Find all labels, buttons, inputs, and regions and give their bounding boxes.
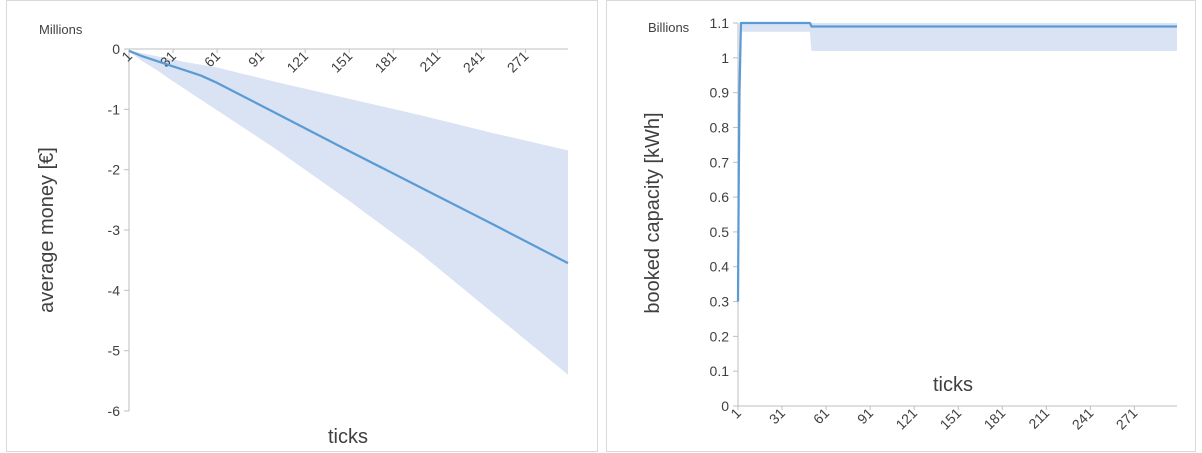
capacity-chart-svg: 0 0.1 0.2 0.3 0.4 0.5 0.6 0.7 0.8 0.9 1 1.1 1 31 61 91 1…: [642, 15, 1177, 433]
units-label: Billions: [648, 20, 690, 35]
x-tick-label: 91: [854, 405, 876, 427]
x-tick-label: 91: [245, 48, 267, 70]
chart-panel-capacity: 0 0.1 0.2 0.3 0.4 0.5 0.6 0.7 0.8 0.9 1 1.1 1 31 61 91 1…: [606, 0, 1196, 452]
y-axis-title: average money [€]: [36, 147, 58, 313]
x-tick-label: 181: [981, 405, 1009, 433]
y-tick-label: 0.5: [710, 224, 730, 240]
y-tick-label: 0.8: [710, 119, 730, 135]
y-tick-label: 0.6: [710, 189, 730, 205]
y-tick-label: 0.3: [710, 294, 730, 310]
money-chart-svg: 0-1-2-3-4-5-61 31 61 91 121 151 181 211 241 271Mi…: [36, 22, 569, 448]
y-tick-label: -3: [108, 222, 121, 238]
x-tick-label: 1: [118, 48, 135, 65]
x-tick-label: 271: [1113, 405, 1141, 433]
y-tick-label: 1: [721, 50, 729, 66]
x-tick-label: 211: [1025, 405, 1052, 432]
y-tick-label: 0.4: [710, 259, 730, 275]
x-tick-label: 121: [283, 48, 311, 76]
y-tick-label: 0.7: [710, 154, 730, 170]
x-axis-title: ticks: [933, 374, 973, 396]
x-tick-label: 151: [937, 405, 965, 433]
x-tick-label: 31: [766, 405, 788, 427]
y-tick-label: -2: [108, 162, 121, 178]
x-tick-label: 181: [372, 48, 400, 76]
x-tick-label: 151: [328, 48, 356, 76]
x-axis-title: ticks: [328, 426, 368, 448]
x-tick-label: 1: [727, 405, 744, 422]
y-tick-label: -1: [108, 101, 121, 117]
x-tick-label: 61: [810, 405, 832, 427]
units-label: Millions: [39, 22, 83, 37]
x-tick-label: 241: [460, 48, 488, 76]
x-tick-label: 121: [892, 405, 920, 433]
confidence-band: [129, 50, 568, 375]
confidence-band: [738, 23, 1177, 330]
y-tick-label: -4: [108, 282, 121, 298]
y-tick-label: 0.1: [710, 363, 730, 379]
y-tick-label: -6: [108, 403, 121, 419]
y-axis-title: booked capacity [kWh]: [642, 112, 664, 313]
y-tick-label: 0.9: [710, 85, 730, 101]
series-line: [128, 49, 569, 265]
chart-panel-money: 0 -1 -2 -3 -4 -5 -6 1 31 61 91 121 151 181 211 241 271 Mi…: [6, 0, 598, 452]
y-tick-label: 1.1: [710, 15, 730, 31]
y-tick-label: 0: [721, 398, 729, 414]
x-tick-label: 241: [1069, 405, 1097, 433]
x-tick-label: 211: [416, 48, 443, 75]
y-tick-label: 0.2: [710, 328, 730, 344]
series-line: [736, 21, 1177, 302]
x-tick-label: 271: [504, 48, 532, 76]
y-tick-label: 0: [112, 41, 120, 57]
y-tick-label: -5: [108, 343, 121, 359]
